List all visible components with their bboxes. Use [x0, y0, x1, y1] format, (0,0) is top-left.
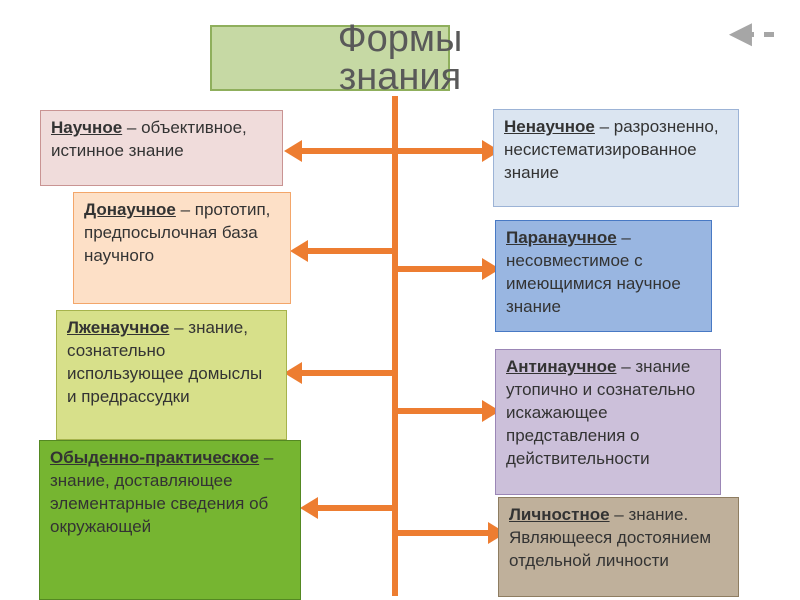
card-term: Антинаучное — [506, 357, 616, 376]
branch — [306, 248, 392, 254]
card-practical: Обыденно-практическое – знание, доставля… — [39, 440, 301, 600]
card-term: Донаучное — [84, 200, 176, 219]
arrow-left-icon — [290, 240, 308, 262]
branch — [398, 148, 484, 154]
card-term: Обыденно-практическое — [50, 448, 259, 467]
branch — [398, 266, 484, 272]
card-term: Научное — [51, 118, 122, 137]
card-term: Личностное — [509, 505, 610, 524]
branch — [300, 148, 392, 154]
diagram-title: Формы знания — [285, 20, 515, 96]
branch — [300, 370, 392, 376]
card-pseudoscientific: Лженаучное – знание, сознательно использ… — [56, 310, 287, 440]
card-parascientific: Паранаучное – несовместимое с имеющимися… — [495, 220, 712, 332]
arrow-left-icon — [284, 140, 302, 162]
card-term: Паранаучное — [506, 228, 617, 247]
card-prescientific: Донаучное – прототип, предпосылочная баз… — [73, 192, 291, 304]
branch — [316, 505, 392, 511]
card-personal: Личностное – знание. Являющееся достояни… — [498, 497, 739, 597]
card-term: Ненаучное — [504, 117, 595, 136]
card-nonscientific: Ненаучное – разрозненно, несистематизиро… — [493, 109, 739, 207]
arrow-left-icon — [300, 497, 318, 519]
stem — [392, 96, 398, 596]
branch — [398, 408, 484, 414]
branch — [398, 530, 490, 536]
card-antiscientific: Антинаучное – знание утопично и сознател… — [495, 349, 721, 495]
card-scientific: Научное – объективное, истинное знание — [40, 110, 283, 186]
card-term: Лженаучное — [67, 318, 169, 337]
